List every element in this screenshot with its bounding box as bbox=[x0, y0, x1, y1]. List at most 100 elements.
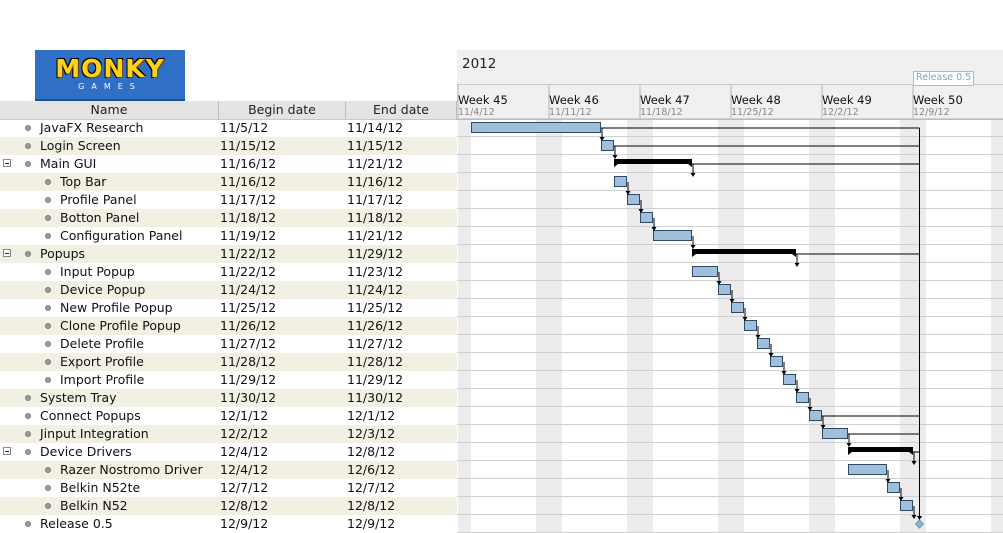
task-end-date[interactable]: 11/21/12 bbox=[347, 228, 404, 243]
task-row[interactable]: Botton Panel 11/18/12 11/18/12 bbox=[0, 209, 457, 227]
task-row[interactable]: Export Profile 11/28/12 11/28/12 bbox=[0, 353, 457, 371]
task-begin-date[interactable]: 12/7/12 bbox=[220, 480, 269, 495]
task-name[interactable]: Popups bbox=[40, 246, 86, 261]
task-end-date[interactable]: 11/14/12 bbox=[347, 120, 404, 135]
task-end-date[interactable]: 11/15/12 bbox=[347, 138, 404, 153]
task-row[interactable]: Clone Profile Popup 11/26/12 11/26/12 bbox=[0, 317, 457, 335]
task-begin-date[interactable]: 11/30/12 bbox=[220, 390, 277, 405]
task-name[interactable]: Input Popup bbox=[60, 264, 135, 279]
task-name[interactable]: Jinput Integration bbox=[40, 426, 149, 441]
collapse-toggle-icon[interactable] bbox=[3, 159, 11, 167]
task-name[interactable]: Device Drivers bbox=[40, 444, 132, 459]
task-begin-date[interactable]: 12/9/12 bbox=[220, 516, 269, 531]
column-header-begin-date[interactable]: Begin date bbox=[219, 101, 346, 119]
task-begin-date[interactable]: 11/15/12 bbox=[220, 138, 277, 153]
column-header-name[interactable]: Name bbox=[0, 101, 219, 119]
task-end-date[interactable]: 12/7/12 bbox=[347, 480, 396, 495]
task-end-date[interactable]: 11/27/12 bbox=[347, 336, 404, 351]
task-row[interactable]: Belkin N52te 12/7/12 12/7/12 bbox=[0, 479, 457, 497]
task-begin-date[interactable]: 11/5/12 bbox=[220, 120, 269, 135]
task-row[interactable]: Delete Profile 11/27/12 11/27/12 bbox=[0, 335, 457, 353]
task-begin-date[interactable]: 12/8/12 bbox=[220, 498, 269, 513]
task-name[interactable]: Main GUI bbox=[40, 156, 97, 171]
task-begin-date[interactable]: 12/4/12 bbox=[220, 462, 269, 477]
task-row[interactable]: JavaFX Research 11/5/12 11/14/12 bbox=[0, 119, 457, 137]
task-name[interactable]: Belkin N52te bbox=[60, 480, 141, 495]
task-row[interactable]: Popups 11/22/12 11/29/12 bbox=[0, 245, 457, 263]
task-begin-date[interactable]: 11/16/12 bbox=[220, 156, 277, 171]
task-row[interactable]: Device Drivers 12/4/12 12/8/12 bbox=[0, 443, 457, 461]
task-begin-date[interactable]: 11/25/12 bbox=[220, 300, 277, 315]
task-row[interactable]: Release 0.5 12/9/12 12/9/12 bbox=[0, 515, 457, 533]
task-end-date[interactable]: 11/29/12 bbox=[347, 246, 404, 261]
task-begin-date[interactable]: 12/4/12 bbox=[220, 444, 269, 459]
task-row[interactable]: System Tray 11/30/12 11/30/12 bbox=[0, 389, 457, 407]
task-end-date[interactable]: 11/18/12 bbox=[347, 210, 404, 225]
task-begin-date[interactable]: 11/16/12 bbox=[220, 174, 277, 189]
task-name[interactable]: Top Bar bbox=[60, 174, 107, 189]
task-end-date[interactable]: 12/8/12 bbox=[347, 444, 396, 459]
task-name[interactable]: System Tray bbox=[40, 390, 117, 405]
task-begin-date[interactable]: 11/17/12 bbox=[220, 192, 277, 207]
task-row[interactable]: Import Profile 11/29/12 11/29/12 bbox=[0, 371, 457, 389]
task-name[interactable]: Razer Nostromo Driver bbox=[60, 462, 203, 477]
task-end-date[interactable]: 12/9/12 bbox=[347, 516, 396, 531]
task-end-date[interactable]: 11/29/12 bbox=[347, 372, 404, 387]
task-end-date[interactable]: 11/25/12 bbox=[347, 300, 404, 315]
task-row[interactable]: Device Popup 11/24/12 11/24/12 bbox=[0, 281, 457, 299]
task-begin-date[interactable]: 11/19/12 bbox=[220, 228, 277, 243]
task-begin-date[interactable]: 11/26/12 bbox=[220, 318, 277, 333]
column-header-end-date[interactable]: End date bbox=[346, 101, 457, 119]
task-begin-date[interactable]: 11/29/12 bbox=[220, 372, 277, 387]
task-row[interactable]: Main GUI 11/16/12 11/21/12 bbox=[0, 155, 457, 173]
task-row[interactable]: Top Bar 11/16/12 11/16/12 bbox=[0, 173, 457, 191]
task-end-date[interactable]: 12/3/12 bbox=[347, 426, 396, 441]
task-row[interactable]: Profile Panel 11/17/12 11/17/12 bbox=[0, 191, 457, 209]
task-row[interactable]: Input Popup 11/22/12 11/23/12 bbox=[0, 263, 457, 281]
task-end-date[interactable]: 11/28/12 bbox=[347, 354, 404, 369]
task-end-date[interactable]: 11/26/12 bbox=[347, 318, 404, 333]
task-name[interactable]: Profile Panel bbox=[60, 192, 137, 207]
task-end-date[interactable]: 12/6/12 bbox=[347, 462, 396, 477]
task-begin-date[interactable]: 12/2/12 bbox=[220, 426, 269, 441]
task-name[interactable]: Delete Profile bbox=[60, 336, 144, 351]
task-row[interactable]: Configuration Panel 11/19/12 11/21/12 bbox=[0, 227, 457, 245]
task-end-date[interactable]: 12/1/12 bbox=[347, 408, 396, 423]
task-end-date[interactable]: 11/30/12 bbox=[347, 390, 404, 405]
task-row[interactable]: Razer Nostromo Driver 12/4/12 12/6/12 bbox=[0, 461, 457, 479]
task-name[interactable]: Belkin N52 bbox=[60, 498, 128, 513]
collapse-toggle-icon[interactable] bbox=[3, 249, 11, 257]
task-end-date[interactable]: 11/24/12 bbox=[347, 282, 404, 297]
task-name[interactable]: Connect Popups bbox=[40, 408, 141, 423]
task-begin-date[interactable]: 11/18/12 bbox=[220, 210, 277, 225]
task-name[interactable]: Import Profile bbox=[60, 372, 145, 387]
summary-bar-cap bbox=[848, 452, 852, 455]
gantt-chart[interactable] bbox=[457, 50, 1003, 533]
task-begin-date[interactable]: 12/1/12 bbox=[220, 408, 269, 423]
task-name[interactable]: Export Profile bbox=[60, 354, 144, 369]
task-end-date[interactable]: 11/17/12 bbox=[347, 192, 404, 207]
task-name[interactable]: Configuration Panel bbox=[60, 228, 183, 243]
task-row[interactable]: Belkin N52 12/8/12 12/8/12 bbox=[0, 497, 457, 515]
task-name[interactable]: Botton Panel bbox=[60, 210, 140, 225]
task-row[interactable]: Login Screen 11/15/12 11/15/12 bbox=[0, 137, 457, 155]
task-begin-date[interactable]: 11/22/12 bbox=[220, 264, 277, 279]
task-end-date[interactable]: 12/8/12 bbox=[347, 498, 396, 513]
task-name[interactable]: Release 0.5 bbox=[40, 516, 113, 531]
task-row[interactable]: New Profile Popup 11/25/12 11/25/12 bbox=[0, 299, 457, 317]
task-row[interactable]: Connect Popups 12/1/12 12/1/12 bbox=[0, 407, 457, 425]
task-begin-date[interactable]: 11/24/12 bbox=[220, 282, 277, 297]
task-row[interactable]: Jinput Integration 12/2/12 12/3/12 bbox=[0, 425, 457, 443]
collapse-toggle-icon[interactable] bbox=[3, 447, 11, 455]
task-begin-date[interactable]: 11/22/12 bbox=[220, 246, 277, 261]
task-end-date[interactable]: 11/16/12 bbox=[347, 174, 404, 189]
task-name[interactable]: Device Popup bbox=[60, 282, 146, 297]
task-name[interactable]: Login Screen bbox=[40, 138, 121, 153]
task-end-date[interactable]: 11/21/12 bbox=[347, 156, 404, 171]
task-begin-date[interactable]: 11/28/12 bbox=[220, 354, 277, 369]
task-name[interactable]: Clone Profile Popup bbox=[60, 318, 181, 333]
task-name[interactable]: JavaFX Research bbox=[40, 120, 144, 135]
task-end-date[interactable]: 11/23/12 bbox=[347, 264, 404, 279]
task-name[interactable]: New Profile Popup bbox=[60, 300, 173, 315]
task-begin-date[interactable]: 11/27/12 bbox=[220, 336, 277, 351]
